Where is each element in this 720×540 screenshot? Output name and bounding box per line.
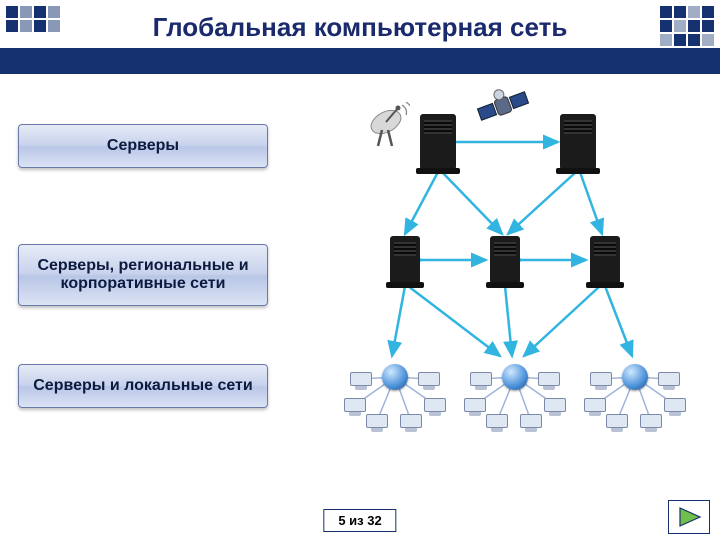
next-slide-button[interactable] [668,500,710,534]
header-band [0,48,720,74]
server-icon [590,236,620,284]
play-icon [676,506,702,528]
tier1-label: Серверы [18,124,268,168]
network-diagram [300,86,710,506]
lan-cluster-icon [580,358,690,436]
server-icon [390,236,420,284]
tier2-label: Серверы, региональные и корпоративные се… [18,244,268,306]
lan-cluster-icon [460,358,570,436]
server-icon [560,114,596,170]
lan-cluster-icon [340,358,450,436]
page-title: Глобальная компьютерная сеть [0,12,720,43]
satellite-icon [476,86,530,131]
tier3-label: Серверы и локальные сети [18,364,268,408]
arrow-layer [300,86,710,506]
satellite-dish-icon [368,102,410,157]
page-number: 5 из 32 [323,509,396,532]
content: Серверы Серверы, региональные и корпорат… [0,86,720,506]
server-icon [420,114,456,170]
server-icon [490,236,520,284]
header: Глобальная компьютерная сеть [0,0,720,74]
